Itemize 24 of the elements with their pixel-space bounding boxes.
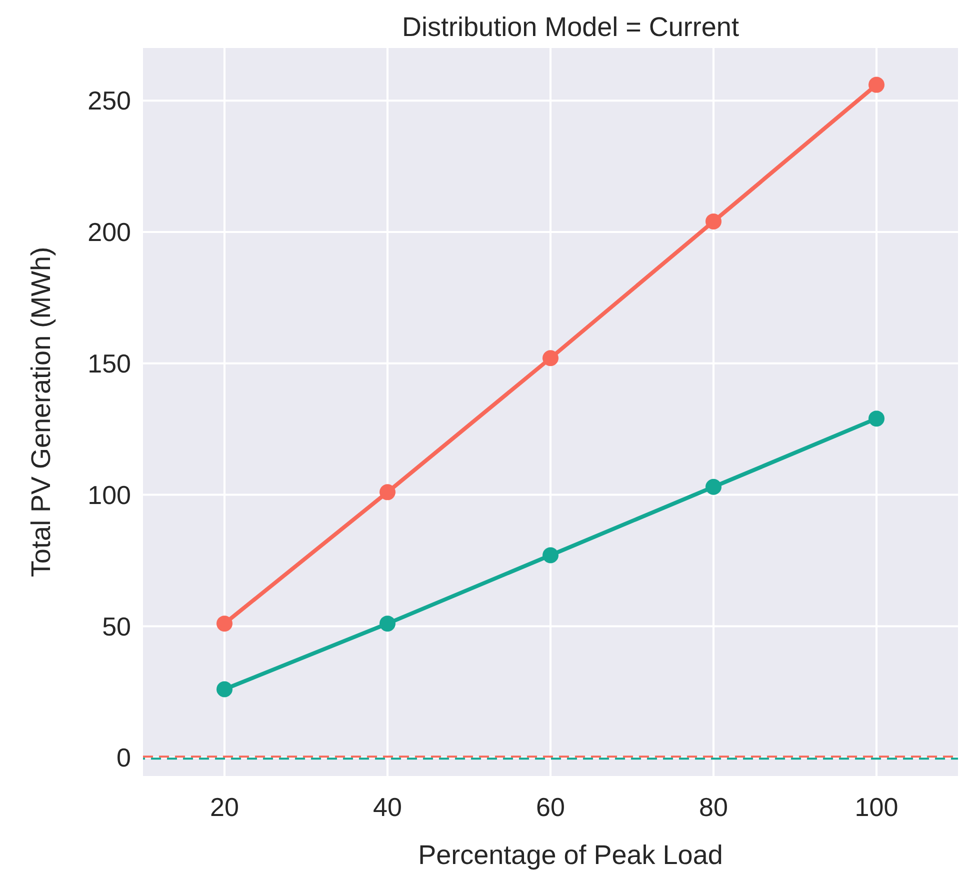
point [868, 410, 884, 427]
point [380, 484, 396, 500]
point [706, 478, 722, 495]
y-tick-label: 200 [88, 217, 131, 248]
x-tick-label: 80 [699, 792, 728, 822]
x-tick-label: 60 [536, 792, 565, 822]
y-tick-label: 250 [88, 86, 131, 116]
x-tick-label: 40 [373, 792, 402, 822]
point [216, 616, 232, 632]
point [216, 681, 232, 698]
point [542, 547, 558, 564]
x-tick-label: 20 [210, 792, 239, 822]
chart-title: Distribution Model = Current [402, 12, 740, 42]
point [868, 76, 884, 93]
x-tick-label: 100 [854, 792, 898, 822]
y-tick-label: 150 [88, 348, 131, 378]
point [380, 616, 396, 632]
point [542, 350, 558, 366]
y-tick-label: 100 [88, 480, 131, 510]
x-axis-title: Percentage of Peak Load [418, 840, 723, 870]
y-tick-label: 50 [102, 611, 131, 642]
y-tick-label: 0 [116, 742, 131, 773]
point [706, 213, 722, 230]
y-axis-title: Total PV Generation (MWh) [26, 246, 56, 578]
